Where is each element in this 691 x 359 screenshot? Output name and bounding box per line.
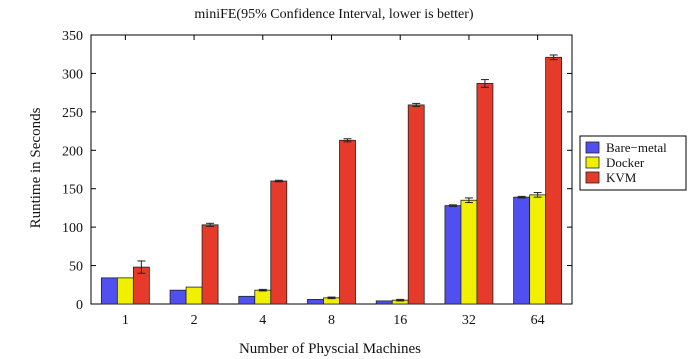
bar-docker-1: [116, 277, 134, 305]
y-tick-label: 150: [62, 183, 83, 198]
chart-title: miniFE(95% Confidence Interval, lower is…: [194, 7, 473, 22]
bar-docker-2: [185, 286, 203, 305]
x-axis-label: Number of Physcial Machines: [239, 341, 421, 357]
bar-bare-metal-16: [375, 300, 393, 305]
bar-docker-64: [529, 194, 547, 305]
bar-kvm-8: [339, 139, 356, 305]
x-tick-label: 4: [259, 313, 266, 328]
legend-label: Bare−metal: [606, 140, 667, 155]
x-tick-label: 2: [191, 313, 198, 328]
plot-area: 0 50 100 150 200 250 300 350 1 2 4 8 16 32 64: [62, 29, 573, 328]
legend-swatch: [585, 156, 600, 169]
y-tick-label: 50: [69, 260, 83, 275]
legend-label: KVM: [606, 170, 637, 185]
bar-docker-4: [254, 289, 272, 305]
legend-label: Docker: [606, 155, 645, 170]
bar-bare-metal-8: [307, 298, 324, 305]
bar-bare-metal-1: [100, 277, 118, 305]
x-tick-label: 32: [462, 313, 476, 328]
x-tick-label: 8: [328, 313, 335, 328]
bar-bare-metal-4: [238, 295, 256, 305]
bar-bare-metal-32: [444, 205, 462, 305]
bar-kvm-32: [476, 83, 494, 305]
y-axis-label: Runtime in Seconds: [28, 107, 44, 228]
y-tick-label: 0: [76, 298, 83, 313]
bar-kvm-2: [201, 224, 219, 305]
y-tick-label: 100: [62, 221, 83, 236]
bar-kvm-16: [407, 104, 425, 305]
y-tick-label: 350: [62, 29, 83, 44]
legend-swatch: [585, 171, 600, 184]
bar-bare-metal-64: [513, 196, 531, 305]
bar-docker-32: [460, 199, 478, 305]
plot-frame: [90, 34, 573, 305]
x-tick-label: 16: [393, 313, 407, 328]
y-tick-label: 200: [62, 144, 83, 159]
x-tick-label: 1: [122, 313, 129, 328]
y-tick-label: 300: [62, 67, 83, 82]
y-tick-label: 250: [62, 106, 83, 121]
bar-kvm-64: [545, 56, 563, 305]
bar-bare-metal-2: [169, 289, 187, 305]
bar-kvm-4: [270, 180, 288, 305]
legend-swatch: [585, 141, 600, 154]
x-tick-label: 64: [531, 313, 545, 328]
